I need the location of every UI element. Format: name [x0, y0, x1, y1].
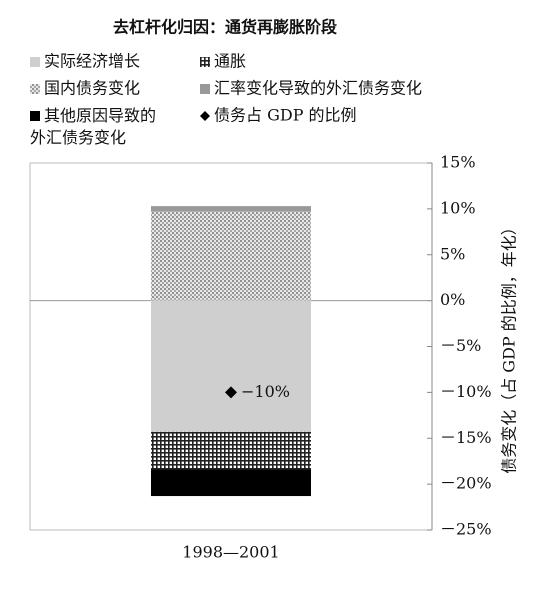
bar-segment [151, 431, 311, 470]
bar-segment [151, 469, 311, 497]
data-label: −10% [241, 382, 290, 401]
y-axis-label: 债务变化（占 GDP 的比例，年化） [500, 219, 519, 474]
legend-swatch [30, 57, 40, 67]
legend-label: 其他原因导致的外汇债务变化 [30, 106, 156, 147]
y-tick-label: －25% [440, 520, 492, 539]
legend-swatch [30, 111, 40, 121]
bar-segment [151, 206, 311, 212]
legend-swatch [30, 84, 40, 94]
legend-label: 汇率变化导致的外汇债务变化 [214, 79, 422, 98]
chart-title: 去杠杆化归因：通货再膨胀阶段 [113, 18, 338, 37]
legend-label: 国内债务变化 [44, 79, 140, 98]
x-tick-label: 1998—2001 [182, 543, 279, 562]
y-tick-label: 10% [440, 198, 476, 217]
bar-segment [151, 300, 311, 432]
marker [225, 386, 237, 399]
y-tick-label: －10% [440, 382, 492, 401]
y-tick-label: 5% [440, 244, 465, 263]
y-tick-label: －20% [440, 474, 492, 493]
y-tick-label: －15% [440, 428, 492, 447]
legend-swatch [200, 84, 210, 94]
legend-swatch [200, 57, 210, 67]
legend-label: 通胀 [214, 52, 246, 71]
legend-swatch [200, 111, 210, 121]
y-tick-label: 15% [440, 153, 476, 172]
bar-segment [151, 211, 311, 301]
y-tick-label: 0% [440, 290, 465, 309]
y-tick-label: －5% [440, 336, 481, 355]
legend-label: 债务占 GDP 的比例 [214, 106, 357, 125]
legend-label: 实际经济增长 [44, 52, 140, 71]
